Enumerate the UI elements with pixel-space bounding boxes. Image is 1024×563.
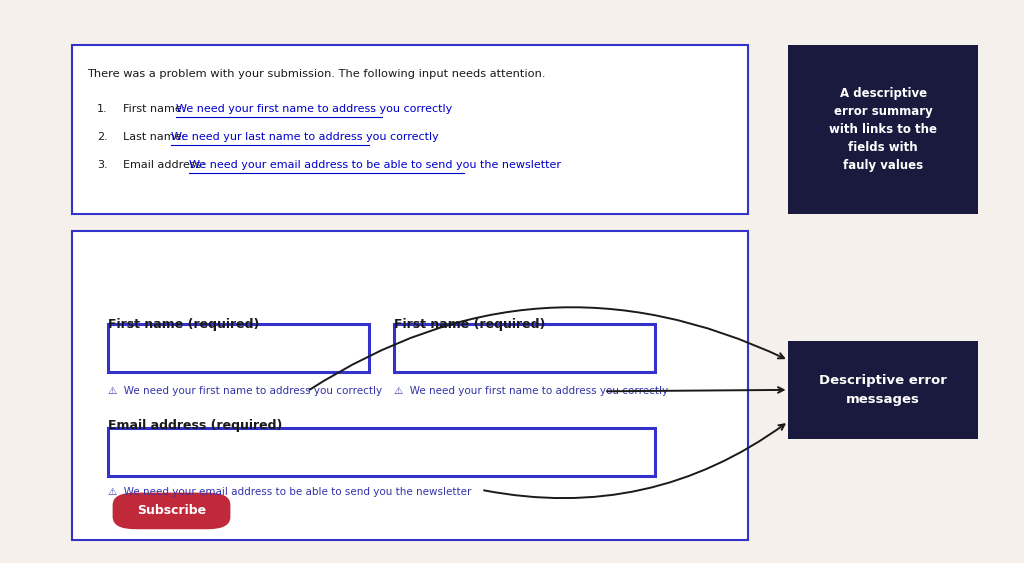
Text: We need your email address to be able to send you the newsletter: We need your email address to be able to… bbox=[188, 160, 561, 171]
Text: First name (required): First name (required) bbox=[108, 318, 259, 331]
Bar bbox=[72, 45, 748, 214]
Text: First name:: First name: bbox=[123, 104, 188, 114]
Text: Descriptive error
messages: Descriptive error messages bbox=[819, 374, 947, 406]
Bar bbox=[72, 231, 748, 540]
Text: ⚠  We need your email address to be able to send you the newsletter: ⚠ We need your email address to be able … bbox=[108, 487, 471, 497]
FancyBboxPatch shape bbox=[113, 493, 230, 529]
Text: ⚠  We need your first name to address you correctly: ⚠ We need your first name to address you… bbox=[394, 386, 669, 396]
Text: ⚠  We need your first name to address you correctly: ⚠ We need your first name to address you… bbox=[108, 386, 382, 396]
Bar bbox=[108, 324, 369, 372]
Bar bbox=[788, 341, 978, 439]
Text: First name (required): First name (required) bbox=[394, 318, 546, 331]
Text: 3.: 3. bbox=[97, 160, 108, 171]
Text: Email address (required): Email address (required) bbox=[108, 419, 282, 432]
Bar bbox=[394, 324, 655, 372]
Text: Email address:: Email address: bbox=[123, 160, 208, 171]
Text: We need your first name to address you correctly: We need your first name to address you c… bbox=[176, 104, 452, 114]
Text: We need yur last name to address you correctly: We need yur last name to address you cor… bbox=[171, 132, 439, 142]
Text: 2.: 2. bbox=[97, 132, 108, 142]
Text: There was a problem with your submission. The following input needs attention.: There was a problem with your submission… bbox=[87, 69, 546, 79]
Bar bbox=[108, 428, 655, 476]
Text: Subscribe: Subscribe bbox=[137, 504, 206, 517]
Text: Last name:: Last name: bbox=[123, 132, 188, 142]
Text: A descriptive
error summary
with links to the
fields with
fauly values: A descriptive error summary with links t… bbox=[829, 87, 937, 172]
Bar bbox=[788, 45, 978, 214]
Text: 1.: 1. bbox=[97, 104, 108, 114]
